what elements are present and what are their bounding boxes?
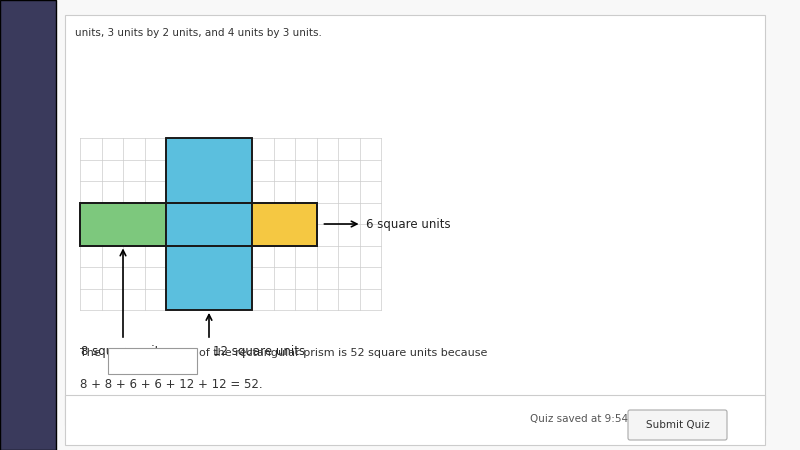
FancyBboxPatch shape: [65, 15, 765, 425]
Bar: [166, 202, 252, 246]
FancyBboxPatch shape: [628, 410, 727, 440]
Text: 6 square units: 6 square units: [366, 217, 451, 230]
Bar: [80, 202, 166, 246]
Text: 8 square units: 8 square units: [81, 345, 166, 358]
Text: The: The: [80, 348, 101, 358]
Text: Submit Quiz: Submit Quiz: [646, 420, 710, 430]
Bar: [166, 202, 230, 246]
FancyBboxPatch shape: [108, 348, 197, 374]
Bar: [252, 202, 317, 246]
Text: units, 3 units by 2 units, and 4 units by 3 units.: units, 3 units by 2 units, and 4 units b…: [75, 28, 322, 38]
Bar: [166, 246, 252, 310]
Text: of the rectangular prism is 52 square units because: of the rectangular prism is 52 square un…: [199, 348, 487, 358]
Bar: [80, 202, 317, 246]
Bar: [166, 246, 252, 310]
Bar: [166, 138, 252, 202]
FancyBboxPatch shape: [0, 0, 56, 450]
Bar: [80, 202, 166, 246]
Text: Quiz saved at 9:54am: Quiz saved at 9:54am: [530, 414, 645, 424]
FancyBboxPatch shape: [65, 395, 765, 445]
Text: 8 + 8 + 6 + 6 + 12 + 12 = 52.: 8 + 8 + 6 + 6 + 12 + 12 = 52.: [80, 378, 262, 391]
Bar: [252, 202, 317, 246]
Bar: [166, 138, 252, 202]
Text: 12 square units: 12 square units: [213, 345, 305, 358]
